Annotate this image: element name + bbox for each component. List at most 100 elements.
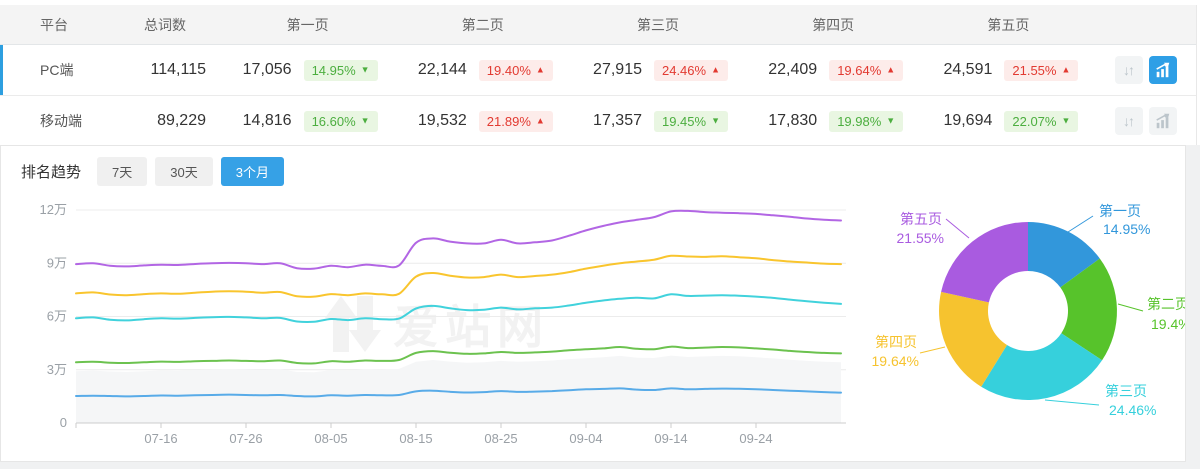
x-axis-label: 09-24 [739, 431, 772, 446]
watermark-logo-icon [325, 296, 357, 352]
y-axis-label: 6万 [47, 309, 67, 324]
donut-segment-第二页 [1060, 258, 1117, 361]
trend-up-icon: ▲ [535, 115, 545, 125]
donut-label: 第一页 [1099, 203, 1141, 219]
x-axis-label: 07-26 [229, 431, 262, 446]
page3-cell: 27,915 24.46% ▲ [570, 59, 745, 81]
page2-cell: 22,144 19.40% ▲ [395, 59, 570, 81]
col-page1: 第一页 [286, 16, 329, 33]
donut-label: 第五页 [900, 211, 942, 227]
col-total-words: 总词数 [144, 16, 186, 33]
page1-count: 14,816 [242, 112, 292, 129]
page5-cell: 19,694 22.07% ▼ [921, 110, 1096, 132]
page2-change-badge: 21.89% ▲ [478, 110, 553, 132]
table-header-row: 平台 总词数 第一页 第二页 第三页 第四页 第五页 [0, 5, 1196, 45]
page4-count: 22,409 [768, 61, 818, 78]
page5-change-badge: 22.07% ▼ [1004, 110, 1079, 132]
y-axis-label: 9万 [47, 255, 67, 270]
page3-change-badge: 19.45% ▼ [653, 110, 728, 132]
cyan-line [75, 293, 842, 324]
page5-count: 24,591 [943, 61, 993, 78]
donut-segment-第三页 [981, 333, 1103, 400]
yellow-line [75, 254, 842, 298]
donut-label-pct: 19.4% [1151, 316, 1185, 332]
bar-chart-trend-icon [1156, 113, 1170, 129]
trend-down-icon: ▼ [360, 115, 370, 125]
page4-count: 17,830 [768, 112, 818, 129]
donut-label: 第三页 [1105, 383, 1147, 399]
page3-cell: 17,357 19.45% ▼ [570, 110, 745, 132]
trend-up-icon: ▲ [535, 64, 545, 74]
trend-header: 排名趋势 7天 30天 3个月 [21, 157, 284, 186]
platform-label: PC端 [40, 62, 74, 78]
compare-sort-button[interactable]: ↓↑ [1114, 107, 1143, 135]
col-page3: 第三页 [636, 16, 679, 33]
y-axis-label: 0 [60, 415, 67, 430]
page1-cell: 17,056 14.95% ▼ [220, 59, 395, 81]
trend-down-icon: ▼ [1061, 115, 1071, 125]
tab-7-days[interactable]: 7天 [97, 157, 148, 186]
tab-3-months[interactable]: 3个月 [220, 157, 284, 186]
sort-arrows-icon: ↓↑ [1122, 62, 1135, 78]
platform-label: 移动端 [40, 113, 82, 129]
donut-label: 第四页 [875, 334, 917, 350]
purple-line [75, 209, 842, 270]
trend-down-icon: ▼ [711, 115, 720, 125]
page4-change-badge: 19.64% ▲ [829, 59, 904, 81]
page4-cell: 22,409 19.64% ▲ [746, 59, 921, 81]
bar-chart-trend-icon [1156, 62, 1170, 78]
x-axis-label: 08-15 [399, 431, 432, 446]
trend-chart-button[interactable] [1148, 56, 1177, 84]
total-words-value: 114,115 [150, 61, 206, 78]
donut-label-pct: 24.46% [1109, 402, 1156, 418]
page2-cell: 19,532 21.89% ▲ [395, 110, 570, 132]
page5-change-badge: 21.55% ▲ [1004, 59, 1079, 81]
y-axis-label: 3万 [47, 362, 67, 377]
x-axis-label: 08-25 [484, 431, 517, 446]
page3-change-badge: 24.46% ▲ [653, 59, 728, 81]
green-series-area-fill [76, 355, 841, 423]
col-page4: 第四页 [812, 16, 855, 33]
y-axis-label: 12万 [40, 202, 67, 217]
trend-title: 排名趋势 [21, 164, 82, 181]
rank-stats-table: 平台 总词数 第一页 第二页 第三页 第四页 第五页 PC端 114,115 1… [0, 5, 1197, 147]
page4-cell: 17,830 19.98% ▼ [746, 110, 921, 132]
page3-count: 27,915 [593, 61, 642, 78]
x-axis-label: 08-05 [314, 431, 347, 446]
page5-cell: 24,591 21.55% ▲ [921, 59, 1096, 81]
compare-sort-button[interactable]: ↓↑ [1114, 56, 1143, 84]
trend-up-icon: ▲ [886, 64, 896, 74]
donut-label-leader-line [919, 346, 946, 354]
donut-label-pct: 21.55% [897, 230, 944, 246]
donut-label-pct: 19.64% [872, 353, 919, 369]
trend-up-icon: ▲ [711, 64, 720, 74]
page2-change-badge: 19.40% ▲ [478, 59, 553, 81]
page1-change-badge: 16.60% ▼ [303, 110, 378, 132]
x-axis-label: 09-14 [654, 431, 687, 446]
row-actions: ↓↑ [1096, 56, 1196, 84]
donut-segment-第五页 [941, 222, 1028, 303]
col-page5: 第五页 [987, 16, 1030, 33]
donut-segment-第四页 [939, 291, 1007, 387]
watermark-logo-icon [349, 296, 381, 352]
x-axis-label: 07-16 [144, 431, 177, 446]
col-page2: 第二页 [461, 16, 504, 33]
donut-label-leader-line [1067, 215, 1094, 233]
tab-30-days[interactable]: 30天 [155, 157, 213, 186]
total-words-value: 89,229 [157, 112, 206, 129]
table-row-mobile[interactable]: 移动端 89,229 14,816 16.60% ▼ 19,532 21.89% ▲… [0, 96, 1196, 147]
page1-change-badge: 14.95% ▼ [303, 59, 378, 81]
rank-trend-panel: 排名趋势 7天 30天 3个月 爱站网 07-16 07-26 08-05 08-15 0… [0, 145, 1186, 462]
green-line [75, 345, 842, 365]
trend-chart-button[interactable] [1148, 107, 1177, 135]
row-actions: ↓↑ [1096, 107, 1196, 135]
trend-down-icon: ▼ [360, 64, 370, 74]
page1-cell: 14,816 16.60% ▼ [220, 110, 395, 132]
donut-label-leader-line [945, 218, 970, 239]
x-axis-label: 09-04 [569, 431, 602, 446]
table-row-pc[interactable]: PC端 114,115 17,056 14.95% ▼ 22,144 19.40%… [0, 45, 1196, 96]
donut-label-pct: 14.95% [1103, 221, 1150, 237]
page2-count: 19,532 [417, 112, 467, 129]
